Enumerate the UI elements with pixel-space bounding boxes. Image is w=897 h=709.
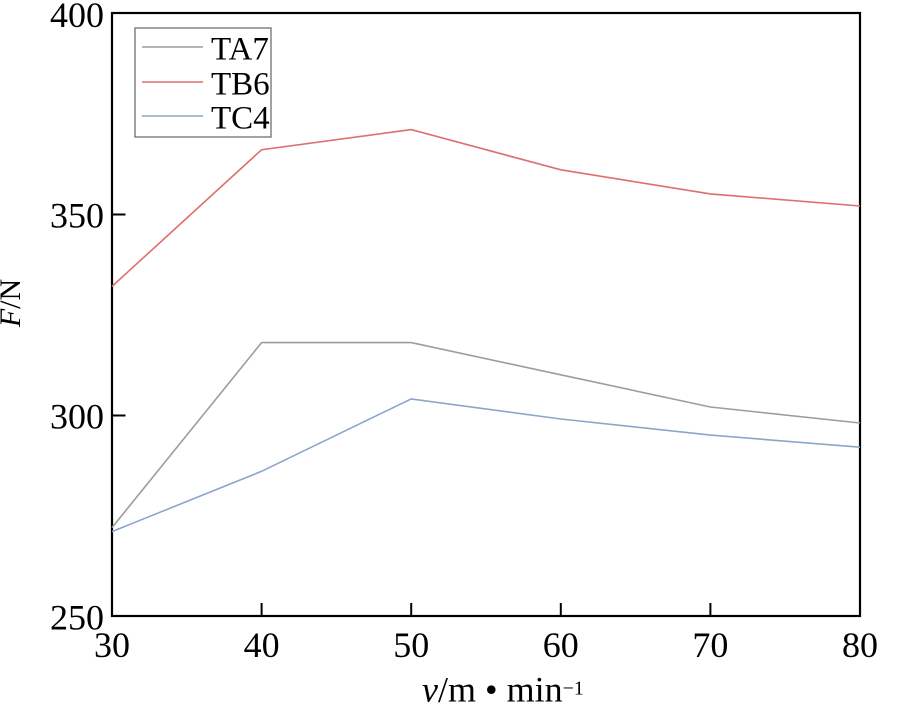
- svg-text:80: 80: [842, 625, 878, 665]
- svg-text:60: 60: [543, 625, 579, 665]
- svg-text:30: 30: [94, 625, 130, 665]
- svg-text:50: 50: [393, 625, 429, 665]
- svg-text:TB6: TB6: [211, 67, 270, 103]
- svg-text:400: 400: [50, 0, 104, 35]
- svg-text:350: 350: [50, 196, 104, 236]
- svg-text:TC4: TC4: [211, 101, 270, 137]
- svg-text:TA7: TA7: [211, 32, 269, 68]
- svg-text:300: 300: [50, 397, 104, 437]
- svg-text:40: 40: [244, 625, 280, 665]
- svg-text:v/m • min−1: v/m • min−1: [422, 670, 584, 709]
- svg-text:F/N: F/N: [0, 279, 27, 328]
- svg-text:70: 70: [692, 625, 728, 665]
